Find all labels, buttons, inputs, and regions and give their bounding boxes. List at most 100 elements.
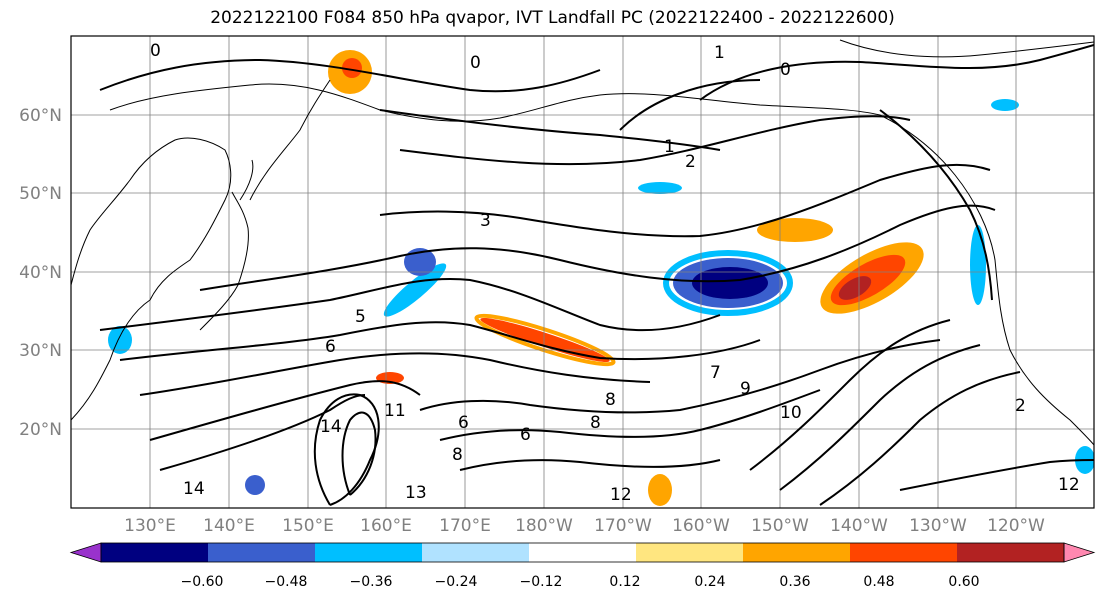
positive-streak-jet [480,317,610,363]
contour-label: 6 [520,425,531,445]
colorbar-segment [743,543,851,562]
lon-label: 170°E [439,516,491,536]
contour-label: 12 [610,485,632,505]
contour-label: 1 [714,43,725,63]
contour-3 [379,163,991,238]
positive-streak-jet-outer [474,313,616,367]
contour-se [899,459,1094,491]
contour-jet-east-a [749,319,951,471]
contour-label: 3 [480,211,491,231]
negative-anomaly-inner [692,267,768,299]
ivt-contours [99,44,1094,506]
negative-coastal-streak [970,225,986,305]
contour-label: 8 [452,445,463,465]
colorbar [69,542,1096,563]
colorbar-tick-label: −0.12 [520,574,563,590]
map-title: 2022122100 F084 850 hPa qvapor, IVT Land… [210,8,895,28]
lon-label: 120°W [987,516,1045,536]
coastlines [71,39,1094,446]
negative-streak-west [383,263,447,317]
map-frame [70,35,1095,509]
coast-kamchatka [249,79,331,201]
contour-label: 13 [405,483,427,503]
contour-label: 9 [740,379,751,399]
coast-arctic [839,39,1094,58]
contour-2 [399,115,911,166]
colorbar-tick-label: −0.60 [181,574,224,590]
colorbar-extend-min [69,542,102,563]
colorbar-segment [529,543,637,562]
graticule [71,36,1094,508]
contour-label: 6 [325,337,336,357]
contour-0-north [99,58,601,93]
colorbar-tick-label: −0.24 [435,574,478,590]
contour-label: 0 [150,41,161,61]
contour-label: 14 [183,479,205,499]
contour-label: 10 [780,403,802,423]
contour-label: 14 [320,417,342,437]
contour-label: 0 [780,60,791,80]
contour-label: 11 [384,401,406,421]
latitude-labels: 60°N 50°N 40°N 30°N 20°N [19,106,62,440]
lat-label: 20°N [19,420,62,440]
lon-label: 130°E [124,516,176,536]
coast-alaska [109,83,881,122]
lon-label: 150°W [751,516,809,536]
longitude-labels: 130°E 140°E 150°E 160°E 170°E 180°W 170°… [124,516,1045,536]
colorbar-tick-label: 0.24 [694,574,725,590]
contour-12 [159,394,366,471]
contour-labels: 0 0 0 1 1 2 2 3 5 6 7 9 10 11 12 12 13 1… [150,41,1080,505]
coast-asia [71,137,232,421]
positive-patch-south [648,474,672,506]
colorbar-tick-label: 0.36 [779,574,810,590]
contour-south-b [439,389,821,441]
contour-label: 1 [664,137,675,157]
colorbar-segment [957,543,1065,562]
lat-label: 40°N [19,263,62,283]
colorbar-tick-label: 0.60 [948,574,979,590]
negative-patch-ne [991,99,1019,111]
colorbar-extend-max [1063,542,1096,563]
colorbar-segment [315,543,423,562]
negative-patch-west [404,248,436,276]
contour-loop-sw [313,393,380,506]
lat-label: 50°N [19,184,62,204]
contour-1 [379,109,721,151]
colorbar-tick-label: 0.12 [609,574,640,590]
lon-label: 170°W [594,516,652,536]
lat-label: 30°N [19,341,62,361]
contour-south-a [419,339,941,414]
colorbar-tick-label: −0.48 [265,574,308,590]
shaded-anomalies [108,50,1094,506]
lon-label: 130°W [909,516,967,536]
contour-label: 6 [458,413,469,433]
negative-patch-south [245,475,265,495]
contour-label: 2 [1015,396,1026,416]
negative-anomaly-ring [663,250,793,316]
colorbar-tick-label: 0.48 [863,574,894,590]
colorbar-segment [208,543,316,562]
contour-4 [199,204,996,291]
contour-7 [139,352,651,396]
coast-japan [199,159,254,331]
lon-label: 140°W [830,516,888,536]
lon-label: 180°W [515,516,573,536]
contour-jet-east-c [819,371,1021,506]
contour-label: 2 [685,152,696,172]
contour-label: 8 [590,413,601,433]
contour-label: 7 [710,363,721,383]
lon-label: 150°E [282,516,334,536]
contour-label: 8 [605,390,616,410]
contour-0-east [699,44,1094,101]
colorbar-tick-label: −0.36 [350,574,393,590]
colorbar-segment [101,543,209,562]
colorbar-segment [422,543,530,562]
contour-5 [99,278,721,332]
lon-label: 160°E [360,516,412,536]
contour-6 [119,321,761,361]
lat-label: 60°N [19,106,62,126]
colorbar-segment [636,543,744,562]
lon-label: 140°E [203,516,255,536]
negative-patch-nw [638,182,682,194]
